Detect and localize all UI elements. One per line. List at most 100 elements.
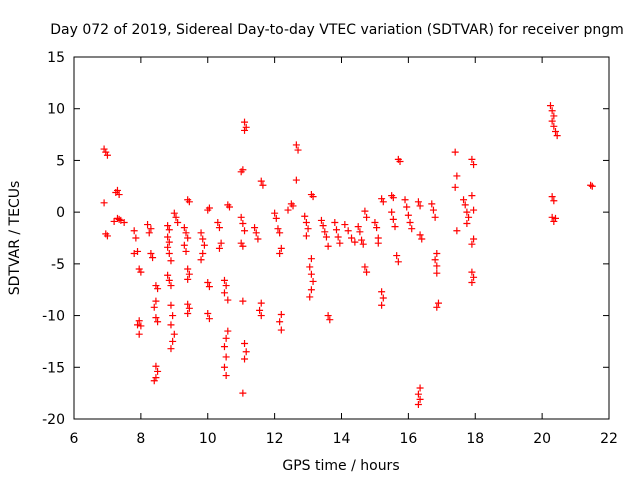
data-point: [470, 161, 478, 169]
data-point: [257, 299, 265, 307]
data-point: [169, 312, 177, 320]
data-point: [394, 258, 402, 266]
data-point: [167, 282, 175, 290]
data-point: [154, 285, 162, 293]
data-point: [354, 223, 362, 231]
data-point: [120, 218, 128, 226]
data-point: [433, 269, 441, 277]
data-point: [363, 268, 371, 276]
data-point: [344, 227, 352, 235]
data-point: [433, 262, 441, 270]
data-point: [468, 240, 476, 248]
data-point: [256, 306, 264, 314]
data-point: [215, 244, 223, 252]
data-point: [184, 196, 192, 204]
data-point: [307, 255, 315, 263]
data-point: [396, 157, 404, 165]
data-point: [199, 235, 207, 243]
data-point: [145, 229, 153, 237]
data-point: [391, 223, 399, 231]
data-point: [431, 213, 439, 221]
data-point: [237, 213, 245, 221]
data-point: [416, 384, 424, 392]
data-point: [251, 224, 259, 232]
data-point: [220, 289, 228, 297]
data-point: [225, 203, 233, 211]
data-point: [165, 250, 173, 258]
data-point: [277, 311, 285, 319]
data-point: [167, 301, 175, 309]
data-point: [164, 243, 172, 251]
x-tick-label: 16: [399, 431, 417, 447]
data-point: [434, 299, 442, 307]
data-point: [220, 276, 228, 284]
data-point: [239, 220, 247, 228]
data-point: [215, 224, 223, 232]
x-tick-label: 20: [533, 431, 551, 447]
data-point: [274, 225, 282, 233]
data-point: [135, 265, 143, 273]
data-point: [144, 221, 152, 229]
y-tick-label: -10: [42, 309, 65, 325]
data-point: [252, 229, 260, 237]
data-point: [182, 229, 190, 237]
data-point: [401, 196, 409, 204]
data-point: [292, 176, 300, 184]
data-point: [185, 304, 193, 312]
data-point: [276, 250, 284, 258]
data-point: [241, 227, 249, 235]
data-point: [389, 194, 397, 202]
y-tick-label: 0: [56, 205, 65, 221]
data-point: [371, 218, 379, 226]
data-point: [361, 263, 369, 271]
x-tick-label: 14: [333, 431, 351, 447]
data-point: [322, 233, 330, 241]
data-point: [184, 310, 192, 318]
data-point: [468, 268, 476, 276]
data-point: [552, 214, 559, 222]
data-point: [428, 200, 436, 208]
data-point: [152, 314, 160, 322]
data-point: [165, 276, 173, 284]
data-point: [137, 268, 145, 276]
data-point: [242, 348, 250, 356]
data-point: [277, 244, 285, 252]
data-point: [199, 250, 207, 258]
data-point: [416, 202, 424, 210]
data-point: [180, 241, 188, 249]
data-point: [294, 146, 302, 154]
data-point: [167, 345, 175, 353]
data-point: [332, 226, 340, 234]
data-point: [548, 213, 556, 221]
data-point: [361, 207, 369, 215]
data-point: [331, 218, 339, 226]
data-point: [150, 303, 158, 311]
data-point: [241, 126, 249, 134]
data-point: [404, 211, 412, 219]
data-point: [460, 196, 468, 204]
data-point: [205, 315, 213, 323]
data-point: [359, 240, 367, 248]
data-point: [257, 177, 265, 185]
data-point: [292, 141, 300, 149]
data-point: [170, 209, 178, 217]
data-point: [103, 151, 111, 159]
data-point: [152, 297, 160, 305]
data-point: [306, 293, 314, 301]
data-point: [309, 277, 317, 285]
data-points: [100, 102, 596, 409]
data-point: [115, 215, 123, 223]
data-point: [164, 233, 172, 241]
data-point: [588, 182, 596, 190]
data-point: [100, 145, 108, 153]
data-point: [272, 214, 280, 222]
data-point: [165, 226, 173, 234]
data-point: [358, 236, 366, 244]
data-point: [414, 401, 422, 409]
x-tick-label: 18: [466, 431, 484, 447]
data-point: [182, 247, 190, 255]
y-tick-labels: -20 -15 -10 -5 0 5 10 15: [42, 50, 65, 428]
x-tick-label: 10: [199, 431, 217, 447]
data-point: [468, 192, 476, 200]
data-point: [324, 312, 332, 320]
